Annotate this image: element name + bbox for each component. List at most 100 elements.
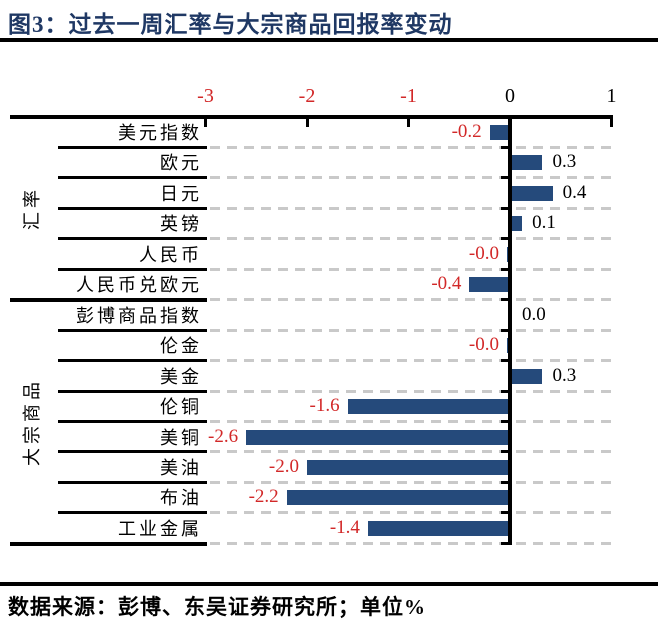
value-label: -1.4 xyxy=(329,516,360,538)
footer-rule xyxy=(0,582,658,586)
grid-dashed-line xyxy=(210,145,612,149)
row-separator xyxy=(58,176,207,180)
row-separator xyxy=(58,237,207,241)
figure-title: 图3：过去一周汇率与大宗商品回报率变动 xyxy=(8,12,453,37)
x-axis-tick xyxy=(204,119,207,127)
zero-axis-tick xyxy=(501,206,508,210)
value-label: -2.0 xyxy=(268,455,299,477)
value-label: -0.2 xyxy=(451,121,482,142)
zero-axis-line xyxy=(508,115,512,546)
grid-dashed-line xyxy=(210,298,612,302)
grid-dashed-line xyxy=(210,541,612,545)
zero-axis-tick xyxy=(501,541,508,545)
grid-dashed-line xyxy=(210,420,612,423)
x-axis-tick xyxy=(305,119,309,127)
value-label: 0.0 xyxy=(522,303,546,325)
row-separator xyxy=(58,389,207,393)
category-label: 美元指数 xyxy=(118,123,202,143)
grid-dashed-line xyxy=(210,480,612,484)
bar xyxy=(469,277,510,293)
bar xyxy=(347,399,510,415)
bar xyxy=(512,155,543,171)
bar xyxy=(286,490,510,506)
grid-dashed-line xyxy=(210,389,612,393)
x-axis-tick-label: -1 xyxy=(400,85,417,107)
x-axis-tick-label: 0 xyxy=(505,85,515,107)
bar xyxy=(512,185,553,201)
category-label: 工业金属 xyxy=(118,518,202,539)
x-axis-tick xyxy=(407,119,410,127)
bar xyxy=(246,429,510,445)
bar xyxy=(489,125,510,140)
value-label: -1.6 xyxy=(309,395,340,417)
row-separator xyxy=(58,359,207,363)
x-axis-tick-label: -2 xyxy=(298,85,316,107)
group-label: 大宗商品 xyxy=(22,377,42,466)
value-label: -2.6 xyxy=(208,425,239,447)
row-separator xyxy=(58,206,207,210)
zero-axis-tick xyxy=(501,298,508,302)
x-axis-tick-label: -3 xyxy=(197,85,214,107)
row-separator xyxy=(58,267,207,271)
category-label: 人民币 xyxy=(139,244,202,265)
row-separator xyxy=(58,328,207,332)
row-separator xyxy=(10,298,207,303)
row-separator xyxy=(58,145,207,149)
category-label: 伦金 xyxy=(160,336,202,357)
row-separator xyxy=(58,511,207,515)
row-separator xyxy=(58,420,207,423)
value-label: 0.3 xyxy=(552,151,577,173)
x-axis-tick xyxy=(610,119,613,127)
zero-axis-tick xyxy=(501,267,508,271)
grid-dashed-line xyxy=(210,359,612,363)
bar xyxy=(512,216,523,232)
zero-axis-tick xyxy=(501,420,508,423)
category-label: 美金 xyxy=(160,366,202,387)
zero-axis-tick xyxy=(501,359,508,363)
row-separator xyxy=(58,450,207,454)
row-separator xyxy=(10,541,207,546)
category-label: 伦铜 xyxy=(160,397,202,418)
category-label: 美油 xyxy=(160,457,202,478)
grid-dashed-line xyxy=(210,511,612,515)
zero-axis-tick xyxy=(501,450,508,454)
zero-axis-tick xyxy=(501,328,508,332)
grid-dashed-line xyxy=(210,206,612,210)
category-label: 日元 xyxy=(160,183,202,204)
grid-dashed-line xyxy=(210,176,612,180)
value-label: -0.0 xyxy=(468,242,499,264)
zero-axis-tick xyxy=(501,145,508,149)
category-label: 欧元 xyxy=(160,153,202,174)
bar xyxy=(307,459,510,475)
group-label: 汇率 xyxy=(22,186,42,231)
bar xyxy=(512,368,543,384)
source-note: 数据来源：彭博、东吴证券研究所；单位% xyxy=(8,595,426,619)
value-label: 0.3 xyxy=(552,364,577,386)
zero-axis-tick xyxy=(501,237,508,241)
category-label: 美铜 xyxy=(160,427,202,448)
value-label: 0.1 xyxy=(532,212,556,234)
grid-dashed-line xyxy=(210,450,612,454)
value-label: -0.4 xyxy=(431,273,462,295)
value-label: 0.4 xyxy=(562,181,587,203)
title-rule xyxy=(0,38,658,42)
category-label: 英镑 xyxy=(160,214,202,235)
x-axis-line xyxy=(10,115,613,119)
grid-dashed-line xyxy=(210,237,612,241)
value-label: -2.2 xyxy=(248,486,279,508)
grid-dashed-line xyxy=(210,328,612,332)
category-label: 人民币兑欧元 xyxy=(76,275,202,296)
x-axis-tick-label: 1 xyxy=(606,85,617,107)
zero-axis-tick xyxy=(501,480,508,484)
grid-dashed-line xyxy=(210,267,612,271)
zero-axis-tick xyxy=(501,511,508,515)
value-label: -0.0 xyxy=(468,334,499,356)
category-label: 彭博商品指数 xyxy=(76,305,202,326)
row-separator xyxy=(58,480,207,484)
category-label: 布油 xyxy=(160,488,202,509)
zero-axis-tick xyxy=(501,389,508,393)
bar xyxy=(367,520,510,536)
zero-axis-tick xyxy=(501,176,508,180)
